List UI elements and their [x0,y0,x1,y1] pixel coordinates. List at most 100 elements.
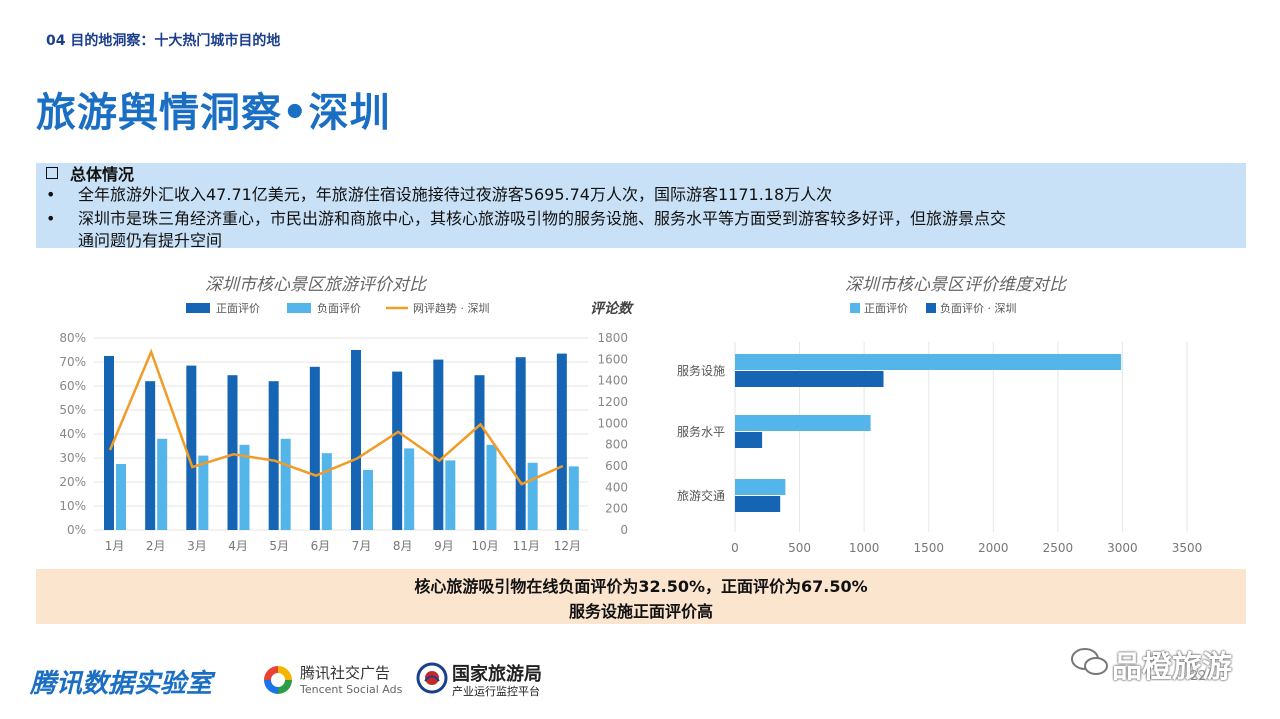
chart1-y2-tick: 800 [605,438,628,452]
cnta-name: 国家旅游局 [452,664,542,685]
chart1-y-tick: 0% [67,523,86,537]
summary-bullet-text: 全年旅游外汇收入47.71亿美元，年旅游住宿设施接待过夜游客5695.74万人次… [78,185,833,204]
chart1-bar-positive [392,371,403,530]
chart1-x-tick: 9月 [434,539,454,553]
chart1-bar-positive [351,350,361,530]
chart1-legend-label: 负面评价 [317,301,361,315]
chart1-bar-negative [321,453,332,530]
cnta-emblem-icon [416,662,448,694]
chart2-category-label: 服务水平 [677,424,725,439]
chart1-bar-negative [363,470,373,530]
chart1-bar-positive [145,381,156,530]
chart1-legend-swatch [287,303,311,313]
chart1-y-tick: 30% [59,451,86,465]
chart2-x-tick: 1500 [913,541,944,555]
wechat-icon [1071,648,1108,675]
chart1-y-tick: 50% [59,403,86,417]
section-label: 04 目的地洞察：十大热门城市目的地 [46,33,281,49]
chart2-x-tick: 3000 [1107,541,1138,555]
chart1-x-tick: 12月 [554,539,581,553]
chart1-bar-positive [309,366,320,530]
chart1-bar-positive [268,381,279,530]
chart1-y2-tick: 0 [620,523,628,537]
chart1-x-tick: 1月 [105,539,125,553]
chart1-y-tick: 10% [59,499,86,513]
chart1-y2-tick: 1000 [597,416,628,430]
chart2-x-tick: 1000 [849,541,880,555]
chart2-x-tick: 0 [731,541,739,555]
conclusion-line-2: 服务设施正面评价高 [568,602,713,621]
summary-heading-text: 总体情况 [70,165,135,184]
chart1-x-tick: 8月 [393,539,413,553]
chart2-title: 深圳市核心景区评价维度对比 [845,275,1066,295]
chart1-y2-tick: 400 [605,480,628,494]
chart1-bar-positive [474,375,485,530]
watermark: 品橙旅游 [1112,650,1232,685]
summary-bullet-text: 通问题仍有提升空间 [78,231,223,250]
chart1-bar-positive [433,359,444,530]
page-title: 旅游舆情洞察•深圳 [36,90,391,136]
chart1-x-tick: 5月 [269,539,289,553]
tencent-social-ads-icon [264,666,292,694]
bullet-icon: • [46,185,56,204]
chart1-x-tick: 2月 [146,539,166,553]
chart1-y-tick: 60% [59,379,86,393]
tencent-social-ads-en: Tencent Social Ads [300,683,403,696]
chart1-bar-negative [568,466,579,530]
chart1-bar-negative [239,444,250,530]
conclusion-box [36,569,1246,624]
tencent-data-lab-logo: 腾讯数据实验室 [30,669,213,699]
chart1-bar-negative [198,455,209,530]
summary-heading: 总体情况 [46,161,134,185]
checkbox-icon [46,167,58,179]
chart1-x-tick: 11月 [513,539,540,553]
chart1-bar-negative [527,462,538,530]
chart1-bar-positive [227,375,238,530]
chart1-legend-label: 网评趋势 · 深圳 [413,302,490,315]
summary-bullet-text: 深圳市是珠三角经济重心，市民出游和商旅中心，其核心旅游吸引物的服务设施、服务水平… [78,209,1007,228]
chart2-x-tick: 500 [788,541,811,555]
chart2-x-tick: 3500 [1172,541,1203,555]
chart1-legend-label: 正面评价 [216,302,260,315]
chart1-bar-positive [556,353,567,530]
chart2-bar-negative [735,371,884,387]
tencent-social-ads-name: 腾讯社交广告 [300,664,391,682]
chart1-y2-tick: 1600 [597,352,628,366]
summary-box [36,163,1246,248]
chart2-legend-swatch [926,303,936,313]
chart1-legend-swatch [186,303,210,313]
chart1-x-tick: 10月 [471,539,498,553]
chart1-bar-negative [157,438,168,530]
chart2-legend-label: 正面评价 [864,302,908,315]
chart2-bar-positive [735,479,786,495]
chart2-category-label: 服务设施 [677,363,725,378]
chart2-category-label: 旅游交通 [677,488,725,503]
chart2-x-tick: 2500 [1043,541,1074,555]
chart2-legend-label: 负面评价 · 深圳 [940,301,1017,315]
chart1-bar-positive [186,365,197,530]
chart1-trend-line [108,348,564,486]
chart1-x-tick: 3月 [187,539,207,553]
chart2-legend-swatch [850,303,860,313]
chart1-bar-negative [404,448,415,530]
chart1-bar-positive [104,356,114,530]
chart1-bar-negative [280,438,291,530]
chart1-x-tick: 6月 [311,539,331,553]
chart1-title: 深圳市核心景区旅游评价对比 [205,275,426,295]
chart1-y-tick: 40% [59,427,86,441]
chart2-bar-positive [735,354,1122,370]
chart2-bar-negative [735,496,781,512]
chart1-y2-label: 评论数 [590,300,634,317]
chart1-y-tick: 20% [59,475,86,489]
chart1-y2-tick: 1400 [597,374,628,388]
conclusion-line-1: 核心旅游吸引物在线负面评价为32.50%，正面评价为67.50% [414,577,868,596]
chart1-bar-positive [515,357,526,530]
chart1-bar-negative [445,460,456,530]
page-number: 22 [1190,669,1207,684]
bullet-icon: • [46,209,56,228]
chart2-x-tick: 2000 [978,541,1009,555]
chart1-x-tick: 7月 [352,539,372,553]
chart1-bar-negative [486,444,497,530]
chart1-y2-tick: 200 [605,502,628,516]
